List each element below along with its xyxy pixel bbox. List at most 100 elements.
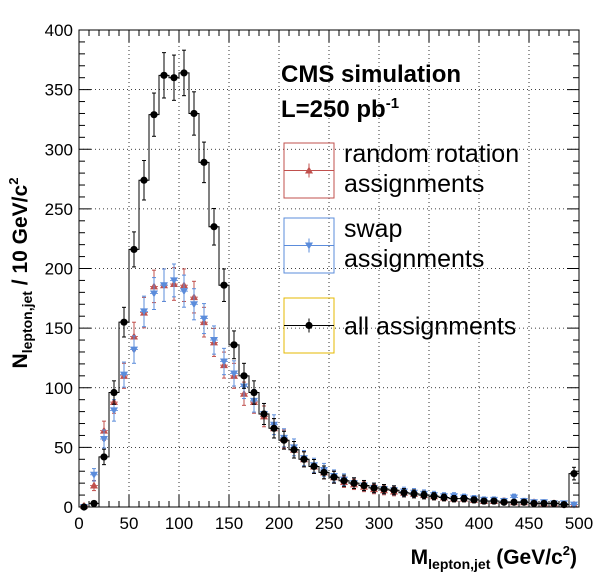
- data-point: [390, 486, 398, 494]
- data-point: [300, 455, 308, 463]
- x-tick-label: 400: [465, 514, 493, 533]
- data-point: [140, 308, 148, 316]
- data-point: [130, 346, 138, 354]
- data-point: [550, 499, 558, 508]
- data-point: [450, 495, 458, 503]
- data-point: [260, 410, 268, 418]
- data-point: [90, 499, 98, 508]
- x-axis-title: Mlepton,jet (GeV/c2): [411, 543, 577, 572]
- legend-label: assignments: [344, 170, 484, 198]
- legend-marker: [305, 166, 313, 174]
- y-tick-label: 400: [45, 21, 73, 40]
- data-point: [500, 498, 508, 506]
- data-point: [240, 372, 248, 380]
- data-point: [230, 370, 238, 378]
- data-point: [560, 501, 568, 509]
- data-point: [370, 484, 378, 492]
- data-point: [180, 288, 188, 296]
- data-point: [200, 315, 208, 323]
- data-point: [210, 337, 218, 345]
- data-point: [400, 489, 408, 497]
- legend-label: assignments: [344, 245, 484, 273]
- data-point: [170, 277, 178, 285]
- data-point: [510, 494, 518, 502]
- data-point: [230, 341, 238, 349]
- data-point: [490, 497, 498, 505]
- x-tick-label: 150: [215, 514, 243, 533]
- legend-label: all assignments: [344, 313, 516, 341]
- data-point: [200, 158, 208, 166]
- data-point: [170, 74, 178, 82]
- series-all-assignments: [79, 49, 580, 511]
- data-point: [310, 462, 318, 471]
- data-point: [540, 499, 548, 508]
- data-point: [440, 493, 448, 502]
- chart-title: CMS simulation: [281, 61, 461, 88]
- data-point: [480, 497, 488, 505]
- data-point: [430, 492, 438, 500]
- data-point: [120, 318, 128, 326]
- x-tick-label: 450: [515, 514, 543, 533]
- data-point: [190, 301, 198, 309]
- x-tick-label: 50: [120, 514, 139, 533]
- data-point: [220, 358, 228, 366]
- x-tick-label: 200: [265, 514, 293, 533]
- data-point: [510, 498, 518, 506]
- legend-marker: [305, 321, 313, 330]
- data-point: [530, 499, 538, 508]
- y-tick-label: 350: [45, 81, 73, 100]
- x-tick-label: 350: [415, 514, 443, 533]
- x-tick-label: 250: [315, 514, 343, 533]
- data-point: [190, 109, 198, 118]
- data-point: [250, 388, 258, 397]
- x-tick-label: 100: [165, 514, 193, 533]
- data-layer: [79, 49, 580, 511]
- data-point: [340, 477, 348, 485]
- data-point: [110, 388, 118, 397]
- data-point: [290, 446, 298, 454]
- y-tick-label: 300: [45, 140, 73, 159]
- data-point: [220, 281, 228, 289]
- data-point: [100, 436, 108, 444]
- y-tick-label: 0: [64, 498, 73, 517]
- y-tick-label: 100: [45, 379, 73, 398]
- x-tick-label: 500: [565, 514, 593, 533]
- data-point: [520, 498, 528, 506]
- y-tick-label: 250: [45, 200, 73, 219]
- legend-label: random rotation: [344, 140, 519, 168]
- data-point: [140, 176, 148, 184]
- data-point: [90, 471, 98, 479]
- data-point: [160, 282, 168, 290]
- data-point: [360, 481, 368, 490]
- data-point: [330, 473, 338, 481]
- grid: [79, 30, 579, 507]
- data-point: [570, 470, 578, 478]
- data-point: [270, 424, 278, 432]
- data-point: [130, 245, 138, 254]
- data-point: [110, 407, 118, 415]
- y-tick-label: 200: [45, 260, 73, 279]
- x-tick-label: 300: [365, 514, 393, 533]
- data-point: [180, 69, 188, 77]
- data-point: [100, 453, 108, 461]
- axis-ticks: 0 50 100 150 200 250 300 350 400 450 500 0 50 100 150 2…: [45, 21, 594, 533]
- data-point: [350, 479, 358, 487]
- legend-entry-all-assignments: all assignments: [283, 297, 516, 354]
- data-point: [320, 468, 328, 477]
- data-point: [460, 495, 468, 503]
- x-tick-label: 0: [74, 514, 83, 533]
- data-point: [380, 485, 388, 493]
- data-point: [150, 111, 158, 119]
- y-tick-label: 50: [54, 438, 73, 457]
- data-point: [410, 490, 418, 498]
- legend: random rotationassignmentsswapassignment…: [283, 140, 519, 354]
- data-point: [210, 223, 218, 231]
- legend-marker: [305, 242, 313, 250]
- data-point: [150, 290, 158, 298]
- legend-label: swap: [344, 215, 402, 243]
- data-point: [160, 71, 168, 79]
